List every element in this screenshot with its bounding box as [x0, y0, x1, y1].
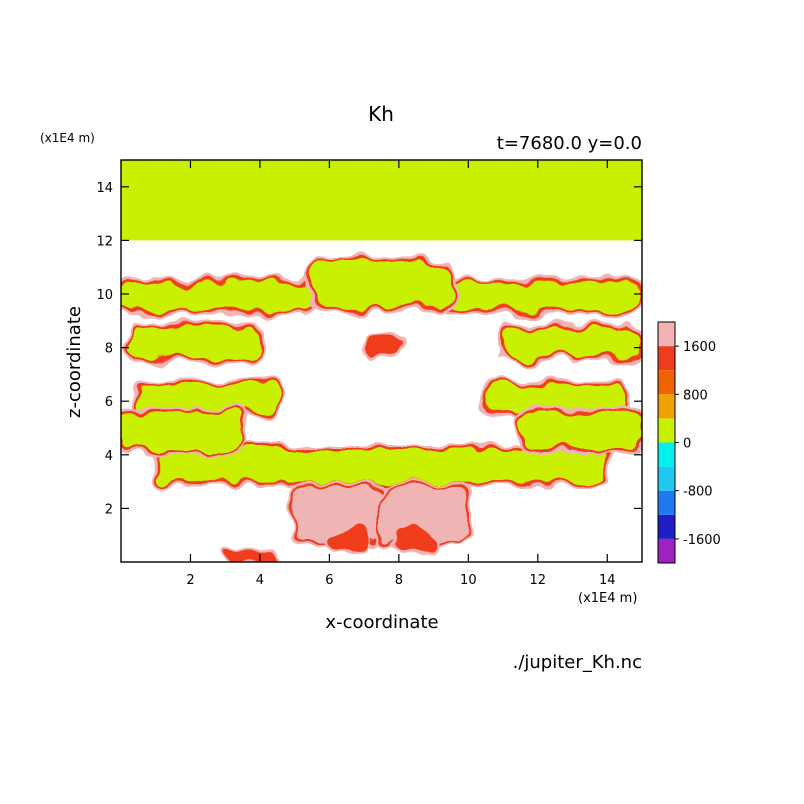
field-region: [398, 529, 434, 552]
chart-subtitle: t=7680.0 y=0.0: [497, 133, 642, 154]
y-tick-label: 6: [105, 395, 113, 410]
colorbar-swatch: [658, 538, 675, 563]
field-layer: [121, 160, 642, 562]
x-tick-label: 6: [325, 573, 333, 588]
colorbar-swatch: [658, 466, 675, 491]
colorbar-tick-label: 800: [683, 388, 708, 403]
field-region: [450, 283, 642, 311]
x-tick-label: 12: [530, 573, 547, 588]
field-region: [364, 336, 399, 359]
colorbar-swatch: [658, 346, 675, 371]
x-tick-label: 4: [256, 573, 264, 588]
field-region: [225, 552, 278, 561]
field-region: [520, 411, 642, 450]
colorbar-swatch: [658, 418, 675, 443]
field-region: [155, 449, 608, 482]
x-tick-label: 2: [186, 573, 194, 588]
colorbar-swatch: [658, 394, 675, 419]
colorbar-tick-label: 1600: [683, 340, 716, 355]
colorbar-swatch: [658, 322, 675, 347]
x-tick-label: 8: [395, 573, 403, 588]
y-tick-label: 8: [105, 342, 113, 357]
y-tick-label: 10: [96, 288, 113, 303]
field-region: [329, 529, 365, 552]
colorbar-tick-label: -1600: [683, 533, 721, 548]
y-tick-label: 2: [105, 502, 113, 517]
y-unit-label: (x1E4 m): [40, 131, 95, 145]
field-region: [312, 261, 451, 308]
plot-area: 2 4 6 8 10 12 14 2 4 6 8 10 12 14: [96, 159, 643, 588]
x-tick-label: 10: [460, 573, 477, 588]
y-tick-label: 14: [96, 181, 113, 196]
x-tick-label: 14: [599, 573, 616, 588]
field-region: [503, 326, 636, 359]
field-region: [485, 385, 625, 412]
field-region: [121, 283, 313, 311]
colorbar-swatch: [658, 514, 675, 539]
field-region: [121, 411, 243, 450]
x-axis-label: x-coordinate: [325, 612, 438, 633]
y-tick-label: 12: [96, 234, 113, 249]
colorbar: -1600 -800 0 800 1600: [657, 321, 721, 564]
field-region: [127, 326, 260, 359]
colorbar-swatch: [658, 490, 675, 515]
colorbar-tick-label: -800: [683, 485, 713, 500]
colorbar-swatch: [658, 370, 675, 395]
filename-label: ./jupiter_Kh.nc: [513, 652, 642, 673]
y-tick-label: 4: [105, 449, 113, 464]
chart-title: Kh: [368, 102, 394, 126]
colorbar-tick-label: 0: [683, 437, 691, 452]
x-unit-label: (x1E4 m): [578, 591, 637, 606]
plot-frame: [120, 159, 643, 563]
y-axis-label: z-coordinate: [64, 306, 85, 418]
colorbar-swatch: [658, 442, 675, 467]
tick-layer: 2 4 6 8 10 12 14 2 4 6 8 10 12 14: [96, 160, 642, 588]
field-region: [138, 385, 278, 412]
field-top-band: [121, 160, 642, 241]
